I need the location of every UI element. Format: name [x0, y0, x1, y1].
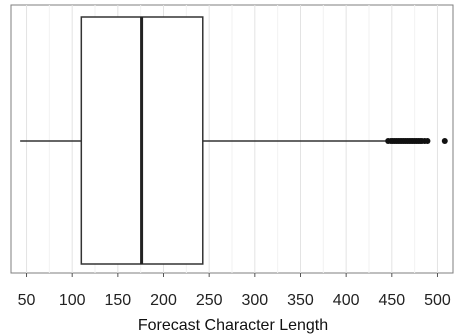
x-axis-title: Forecast Character Length [138, 317, 328, 334]
x-tick-label: 100 [59, 292, 86, 309]
x-tick-label: 250 [196, 292, 223, 309]
outlier-layer [385, 138, 448, 144]
x-axis: 50 100 150 200 250 300 350 400 450 500 [18, 273, 451, 309]
x-tick-label: 50 [18, 292, 36, 309]
x-tick-label: 300 [241, 292, 268, 309]
box-layer [20, 16, 386, 265]
x-tick-label: 400 [333, 292, 360, 309]
x-tick-label: 500 [424, 292, 451, 309]
x-tick-label: 450 [378, 292, 405, 309]
outlier-point [441, 138, 448, 144]
x-tick-label: 150 [104, 292, 131, 309]
outlier-point [424, 138, 431, 144]
x-tick-label: 350 [287, 292, 314, 309]
x-tick-label: 200 [150, 292, 177, 309]
